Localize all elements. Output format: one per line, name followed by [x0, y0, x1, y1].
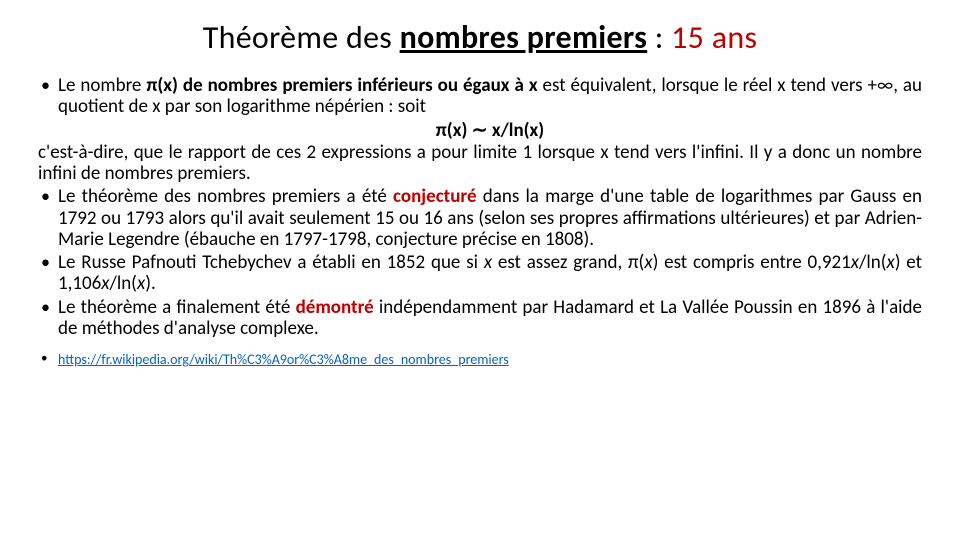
bullet-list: Le nombre π(x) de nombres premiers infér… — [38, 75, 922, 118]
b1-continuation: c'est-à-dire, que le rapport de ces 2 ex… — [38, 142, 922, 185]
bullet-item-4: Le théorème a finalement été démontré in… — [38, 297, 922, 340]
b4-pre: Le théorème a finalement été — [58, 296, 296, 319]
title-part2: : — [647, 18, 671, 57]
source-link-item: https://fr.wikipedia.org/wiki/Th%C3%A9or… — [38, 351, 922, 368]
title-part1: Théorème des — [203, 18, 400, 57]
slide-title: Théorème des nombres premiers : 15 ans — [38, 18, 922, 57]
title-bold-underline: nombres premiers — [400, 18, 648, 57]
b1-pre: Le nombre — [58, 74, 146, 97]
bullet-item-2: Le théorème des nombres premiers a été c… — [38, 186, 922, 250]
bullet-list-2: Le théorème des nombres premiers a été c… — [38, 186, 922, 339]
bullet-item-3: Le Russe Pafnouti Tchebychev a établi en… — [38, 252, 922, 295]
b1-bold: π(x) de nombres premiers inférieurs ou é… — [146, 74, 537, 97]
b2-red: conjecturé — [393, 185, 477, 208]
title-red: 15 ans — [671, 18, 757, 57]
b2-pre: Le théorème des nombres premiers a été — [58, 185, 393, 208]
source-link[interactable]: https://fr.wikipedia.org/wiki/Th%C3%A9or… — [58, 351, 509, 368]
formula: π(x) ∼ x/ln(x) — [38, 120, 922, 141]
b4-red: démontré — [296, 296, 374, 319]
bullet-item-1: Le nombre π(x) de nombres premiers infér… — [38, 75, 922, 118]
